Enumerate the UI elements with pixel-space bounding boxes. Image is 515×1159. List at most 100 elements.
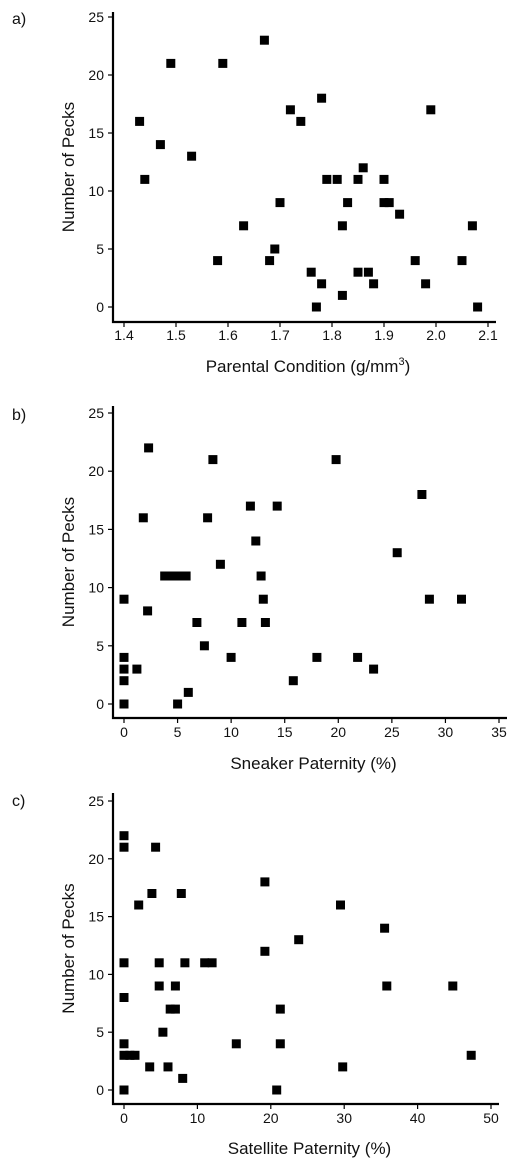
y-tick-label: 0 xyxy=(96,299,104,315)
data-point xyxy=(213,256,223,266)
data-point xyxy=(343,198,353,208)
x-tick-label: 15 xyxy=(277,724,293,740)
data-point xyxy=(285,105,295,115)
axis-lines xyxy=(111,12,496,324)
data-point xyxy=(426,105,436,115)
data-point xyxy=(207,958,217,968)
data-point xyxy=(165,1004,175,1014)
data-point xyxy=(119,1039,129,1049)
data-point xyxy=(140,174,150,184)
data-point xyxy=(170,1004,180,1014)
data-point xyxy=(237,618,247,627)
data-point xyxy=(421,279,431,289)
x-tick-label: 2.1 xyxy=(478,327,498,343)
data-point xyxy=(170,571,180,581)
x-tick-label: 1.4 xyxy=(114,327,134,343)
data-point xyxy=(183,687,193,697)
data-point xyxy=(358,163,368,173)
data-point xyxy=(119,958,129,968)
data-point xyxy=(154,981,164,991)
y-tick-label: 20 xyxy=(88,463,104,479)
panel-letter: a) xyxy=(12,11,26,28)
data-point xyxy=(337,221,347,231)
data-point xyxy=(166,58,176,68)
data-point xyxy=(332,174,342,184)
x-tick-label: 1.8 xyxy=(322,327,342,343)
data-point xyxy=(265,256,275,266)
y-tick-label: 10 xyxy=(88,183,104,199)
data-point xyxy=(382,981,392,991)
x-tick-label: 30 xyxy=(336,1110,352,1126)
x-tick-label: 50 xyxy=(483,1110,499,1126)
data-point xyxy=(170,981,180,991)
y-tick-label: 20 xyxy=(88,851,104,867)
data-point xyxy=(272,1085,282,1095)
data-point xyxy=(145,1062,155,1072)
data-point xyxy=(306,267,316,277)
y-axis-title: Number of Pecks xyxy=(59,883,78,1013)
data-point xyxy=(369,279,379,289)
data-point xyxy=(270,244,280,254)
x-tick-label: 30 xyxy=(438,724,454,740)
data-point xyxy=(134,900,144,910)
panel-letter: b) xyxy=(12,407,26,424)
data-point xyxy=(336,900,345,910)
data-point xyxy=(181,571,191,581)
data-point xyxy=(467,221,477,231)
data-point xyxy=(317,279,327,289)
data-point xyxy=(473,302,483,312)
x-tick-label: 1.5 xyxy=(166,327,186,343)
y-tick-label: 25 xyxy=(88,9,104,25)
panel-1: a) 0 5 10 15 20 25 1.4 1.5 1.6 1.7 1.8 1.9 2.0 2.1 Pare… xyxy=(12,9,498,376)
y-tick-label: 10 xyxy=(88,966,104,982)
data-point xyxy=(338,1062,348,1072)
data-point xyxy=(215,559,225,569)
data-point xyxy=(158,1027,168,1037)
y-tick-label: 15 xyxy=(88,909,104,925)
panel-letter: c) xyxy=(12,793,25,810)
data-point xyxy=(119,676,129,686)
data-point xyxy=(379,174,389,184)
x-tick-label: 10 xyxy=(223,724,239,740)
data-point xyxy=(119,664,129,674)
data-point xyxy=(275,1039,285,1049)
y-tick-label: 5 xyxy=(96,241,104,257)
data-point xyxy=(178,1073,188,1083)
x-tick-label: 20 xyxy=(263,1110,279,1126)
data-point xyxy=(296,116,306,126)
y-tick-label: 25 xyxy=(88,405,104,421)
data-point xyxy=(138,513,148,523)
data-point xyxy=(395,209,405,219)
data-point xyxy=(119,831,129,841)
data-point xyxy=(369,664,379,674)
data-point xyxy=(245,501,255,511)
data-point xyxy=(384,198,394,208)
data-point xyxy=(337,290,347,300)
data-point xyxy=(119,594,129,604)
x-tick-label: 10 xyxy=(190,1110,206,1126)
data-point xyxy=(203,513,213,523)
data-point xyxy=(424,594,434,604)
y-tick-label: 5 xyxy=(96,1024,104,1040)
data-point xyxy=(187,151,197,161)
data-point xyxy=(176,571,186,581)
data-point xyxy=(119,699,129,709)
data-point xyxy=(199,641,209,651)
data-point xyxy=(363,267,373,277)
data-point xyxy=(312,652,322,662)
y-tick-label: 25 xyxy=(88,793,104,809)
data-point xyxy=(379,198,389,208)
data-point xyxy=(119,652,129,662)
y-tick-label: 0 xyxy=(96,696,104,712)
data-point xyxy=(218,58,228,68)
data-point xyxy=(151,842,161,852)
data-point xyxy=(208,455,218,465)
data-point xyxy=(200,958,210,968)
data-point xyxy=(176,889,186,898)
x-tick-label: 1.7 xyxy=(270,327,290,343)
data-point xyxy=(155,140,165,150)
data-point xyxy=(147,889,157,898)
data-point xyxy=(154,958,164,968)
data-point xyxy=(272,501,282,511)
data-point xyxy=(192,618,202,627)
